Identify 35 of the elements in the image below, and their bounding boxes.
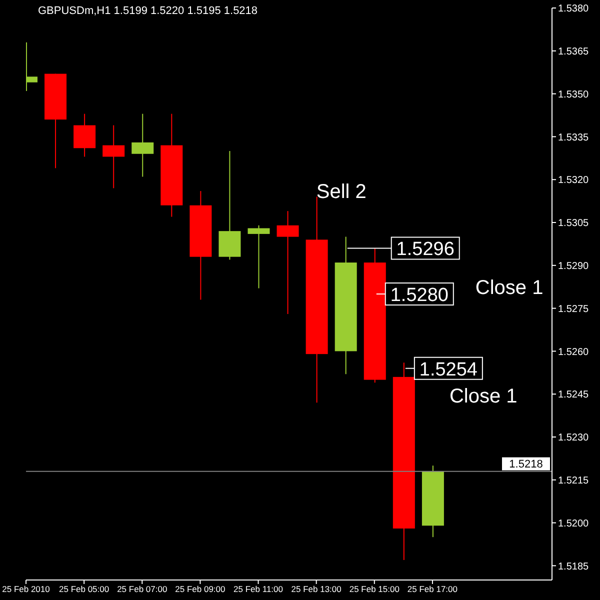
candlestick (276, 210, 299, 315)
x-tick-label: 25 Feb 13:00 (291, 584, 342, 594)
annotation: 1.5280 (390, 285, 448, 306)
y-tick-label: 1.5230 (558, 432, 590, 444)
y-tick-label: 1.5275 (558, 304, 590, 315)
x-tick-label: 25 Feb 17:00 (407, 584, 458, 594)
annotation: Sell 2 (316, 181, 366, 204)
y-tick-label: 1.5290 (558, 260, 590, 272)
y-tick-label: 1.5320 (558, 175, 590, 186)
y-tick-label: 1.5380 (558, 4, 590, 15)
candlestick (102, 124, 125, 189)
y-tick-label: 1.5185 (558, 561, 590, 572)
x-tick-label: 25 Feb 11:00 (234, 584, 284, 594)
y-tick-label: 1.5260 (558, 346, 590, 358)
y-tick-label: 1.5365 (558, 46, 590, 58)
y-tick-label: 1.5245 (558, 390, 590, 401)
annotation: 1.5254 (419, 359, 478, 380)
ref-line-label: 1.5218 (509, 458, 543, 470)
x-tick-label: 25 Feb 15:00 (349, 584, 400, 594)
candlestick (132, 113, 154, 178)
annotation: Close 1 (449, 385, 518, 408)
candlestick (74, 113, 96, 158)
y-tick-label: 1.5200 (558, 518, 590, 530)
y-tick-label: 1.5305 (558, 218, 590, 230)
annotation: 1.5296 (396, 239, 454, 260)
y-tick-label: 1.5215 (558, 475, 590, 486)
annotation: Close 1 (475, 277, 544, 299)
y-tick-label: 1.5335 (558, 132, 590, 144)
x-tick-label: 25 Feb 2010 (2, 584, 50, 594)
x-tick-label: 25 Feb 09:00 (175, 584, 226, 594)
x-tick-label: 25 Feb 05:00 (59, 584, 110, 594)
chart-title: GBPUSDm,H1 1.5199 1.5220 1.5195 1.5218 (38, 5, 258, 17)
y-tick-label: 1.5350 (558, 89, 590, 100)
x-tick-label: 25 Feb 07:00 (117, 584, 168, 594)
candlestick (248, 224, 270, 289)
